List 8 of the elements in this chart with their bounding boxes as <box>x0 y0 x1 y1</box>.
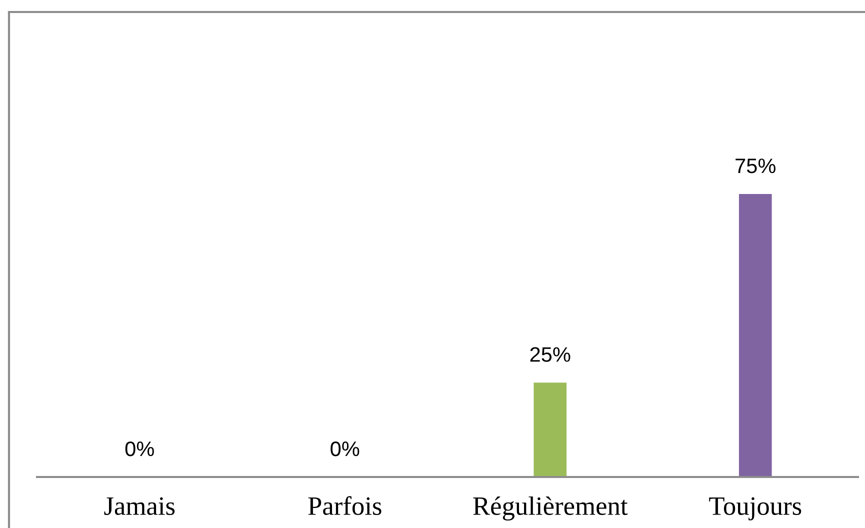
x-tick-label: Parfois <box>308 496 382 516</box>
data-label: 0% <box>125 441 154 456</box>
data-label: 75% <box>736 158 776 174</box>
x-tick-label: Toujours <box>709 497 802 520</box>
data-label: 25% <box>530 347 570 362</box>
x-tick-label: Jamais <box>104 497 175 516</box>
x-tick-label: Régulièrement <box>473 496 628 520</box>
data-label: 0% <box>330 441 360 456</box>
